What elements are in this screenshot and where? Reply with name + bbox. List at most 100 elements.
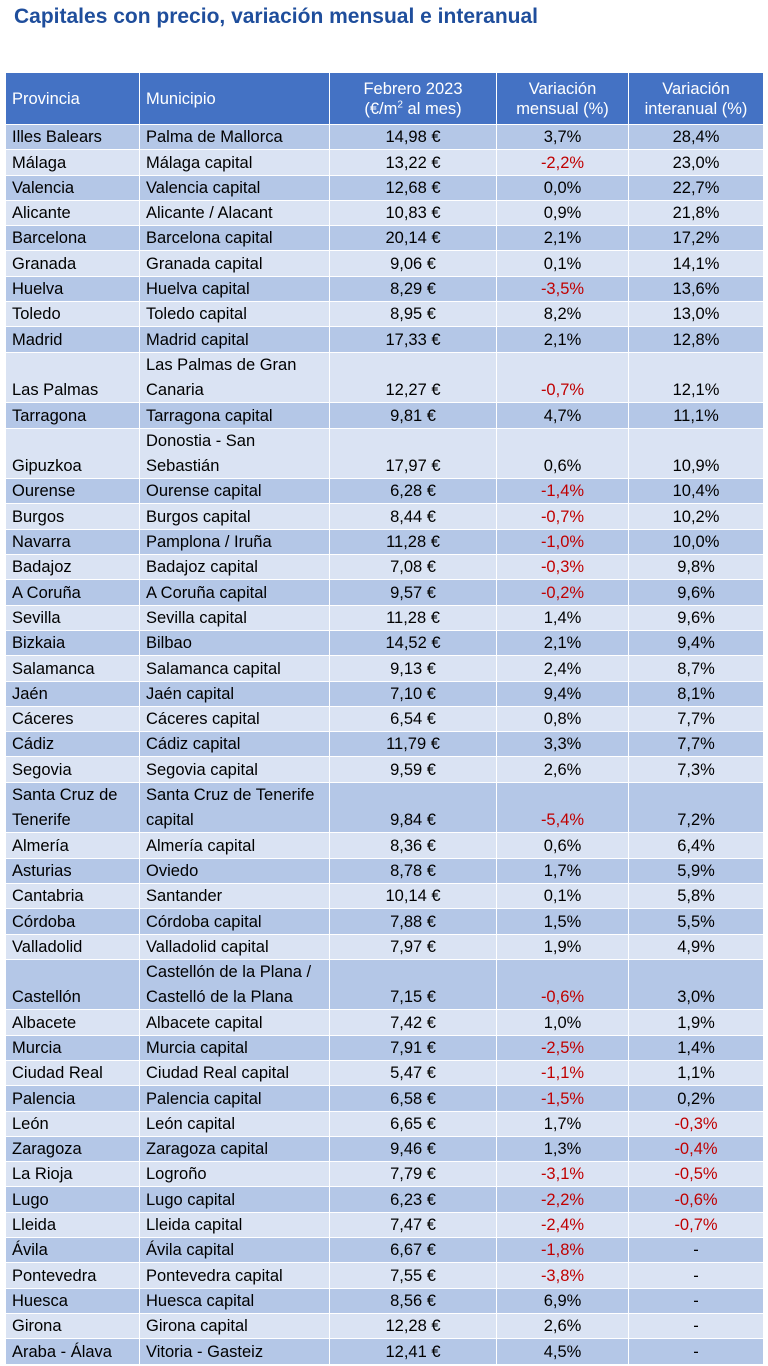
cell-interanual: 1,9% — [628, 1009, 764, 1036]
cell-interanual: - — [628, 1312, 764, 1340]
table-row: Pontevedra Pontevedra capital 7,55 € -3,8% - — [5, 1262, 764, 1289]
cell-municipio: Segovia capital — [139, 756, 330, 783]
cell-provincia: Asturias — [5, 857, 140, 884]
cell-interanual: 7,2% — [628, 781, 764, 834]
cell-mensual: 1,7% — [496, 1110, 629, 1137]
precio-header-line1: Febrero 2023 — [363, 79, 463, 98]
table-row: Málaga Málaga capital 13,22 € -2,2% 23,0% — [5, 149, 764, 176]
cell-provincia: Sevilla — [5, 604, 140, 631]
table-row: Córdoba Córdoba capital 7,88 €1,5% 5,5% — [5, 908, 764, 935]
cell-provincia: Valencia — [5, 174, 140, 201]
cell-precio: 9,46 € — [329, 1135, 497, 1163]
cell-mensual: 0,1% — [496, 250, 629, 277]
cell-precio: 9,13 € — [329, 655, 497, 682]
cell-municipio: Valencia capital — [139, 174, 330, 201]
mensual-header-line2: mensual (%) — [516, 99, 609, 118]
cell-municipio: Jaén capital — [139, 680, 330, 707]
table-row: Zaragoza Zaragoza capital 9,46 €1,3% -0,4% — [5, 1135, 764, 1163]
cell-municipio: Huesca capital — [139, 1287, 330, 1314]
cell-provincia: Salamanca — [5, 655, 140, 682]
cell-provincia: Segovia — [5, 756, 140, 783]
cell-interanual: - — [628, 1287, 764, 1314]
cell-mensual: 1,3% — [496, 1135, 629, 1163]
table-row: Alicante Alicante / Alacant 10,83 €0,9% 21,… — [5, 199, 764, 227]
cell-mensual: -5,4% — [496, 781, 629, 834]
cell-precio: 12,41 € — [329, 1338, 497, 1365]
cell-provincia: Castellón — [5, 958, 140, 1011]
table-row: Ourense Ourense capital 6,28 € -1,4% 10,4% — [5, 478, 764, 505]
cell-mensual: 3,3% — [496, 731, 629, 758]
cell-municipio: Santander — [139, 882, 330, 910]
table-row: Valladolid Valladolid capital 7,97 €1,9% 4,… — [5, 933, 764, 960]
cell-precio: 7,10 € — [329, 680, 497, 707]
cell-precio: 11,79 € — [329, 731, 497, 758]
cell-provincia: Cantabria — [5, 882, 140, 910]
cell-interanual: 12,1% — [628, 351, 764, 404]
cell-municipio: Cádiz capital — [139, 731, 330, 758]
cell-municipio: Alicante / Alacant — [139, 199, 330, 227]
table-row: Santa Cruz de Tenerife Santa Cruz de Tene… — [5, 781, 764, 834]
table-row: Sevilla Sevilla capital 11,28 €1,4% 9,6% — [5, 604, 764, 631]
cell-precio: 7,97 € — [329, 933, 497, 960]
cell-provincia: Toledo — [5, 301, 140, 328]
table-row: Bizkaia Bilbao 14,52 €2,1% 9,4% — [5, 629, 764, 657]
table-row: Salamanca Salamanca capital 9,13 €2,4% 8,7% — [5, 655, 764, 682]
cell-interanual: 22,7% — [628, 174, 764, 201]
page-title: Capitales con precio, variación mensual … — [14, 5, 539, 28]
cell-municipio: Murcia capital — [139, 1034, 330, 1061]
cell-provincia: Bizkaia — [5, 629, 140, 657]
cell-provincia: Badajoz — [5, 554, 140, 581]
cell-precio: 8,29 € — [329, 275, 497, 303]
cell-provincia: Almería — [5, 832, 140, 859]
cell-provincia: Girona — [5, 1312, 140, 1340]
cell-interanual: - — [628, 1338, 764, 1365]
cell-mensual: -1,4% — [496, 478, 629, 505]
cell-precio: 9,59 € — [329, 756, 497, 783]
mensual-header-line1: Variación — [528, 79, 597, 98]
cell-provincia: Madrid — [5, 326, 140, 353]
cell-mensual: 2,1% — [496, 629, 629, 657]
cell-municipio: Vitoria - Gasteiz — [139, 1338, 330, 1365]
cell-interanual: 9,4% — [628, 629, 764, 657]
table-row: Toledo Toledo capital 8,95 €8,2% 13,0% — [5, 301, 764, 328]
cell-municipio: Palma de Mallorca — [139, 123, 330, 151]
cell-precio: 6,28 € — [329, 478, 497, 505]
table-row: Barcelona Barcelona capital 20,14 €2,1% 17,… — [5, 225, 764, 252]
cell-provincia: Pontevedra — [5, 1262, 140, 1289]
cell-municipio: Granada capital — [139, 250, 330, 277]
cell-interanual: 17,2% — [628, 225, 764, 252]
cell-mensual: -2,2% — [496, 149, 629, 176]
cell-municipio: Sevilla capital — [139, 604, 330, 631]
precio-header-sup: 2 — [397, 99, 403, 110]
table-row: A Coruña A Coruña capital 9,57 € -0,2% 9,6% — [5, 579, 764, 606]
col-header-precio: Febrero 2023 (€/m2 al mes) — [329, 72, 497, 125]
cell-mensual: 2,1% — [496, 326, 629, 353]
cell-interanual: 8,7% — [628, 655, 764, 682]
cell-provincia: Palencia — [5, 1085, 140, 1112]
cell-precio: 7,15 € — [329, 958, 497, 1011]
cell-interanual: 7,3% — [628, 756, 764, 783]
cell-precio: 7,42 € — [329, 1009, 497, 1036]
table-body: Illes Balears Palma de Mallorca 14,98 €3,7… — [5, 123, 764, 1365]
table-row: Cantabria Santander 10,14 €0,1% 5,8% — [5, 882, 764, 910]
cell-provincia: Ciudad Real — [5, 1059, 140, 1087]
cell-precio: 12,68 € — [329, 174, 497, 201]
cell-municipio: Toledo capital — [139, 301, 330, 328]
cell-interanual: - — [628, 1237, 764, 1264]
cell-municipio: Zaragoza capital — [139, 1135, 330, 1163]
cell-municipio: Ávila capital — [139, 1237, 330, 1264]
table-row: Illes Balears Palma de Mallorca 14,98 €3,7… — [5, 123, 764, 151]
cell-mensual: -1,0% — [496, 528, 629, 556]
cell-precio: 9,06 € — [329, 250, 497, 277]
cell-municipio: Barcelona capital — [139, 225, 330, 252]
cell-mensual: -0,3% — [496, 554, 629, 581]
cell-provincia: Alicante — [5, 199, 140, 227]
cell-mensual: 8,2% — [496, 301, 629, 328]
cell-precio: 12,27 € — [329, 351, 497, 404]
table-row: Lleida Lleida capital 7,47 € -2,4% -0,7% — [5, 1211, 764, 1239]
cell-interanual: 5,5% — [628, 908, 764, 935]
table-row: Huelva Huelva capital 8,29 € -3,5% 13,6% — [5, 275, 764, 303]
cell-interanual: 13,0% — [628, 301, 764, 328]
cell-precio: 10,83 € — [329, 199, 497, 227]
table-row: Segovia Segovia capital 9,59 €2,6% 7,3% — [5, 756, 764, 783]
